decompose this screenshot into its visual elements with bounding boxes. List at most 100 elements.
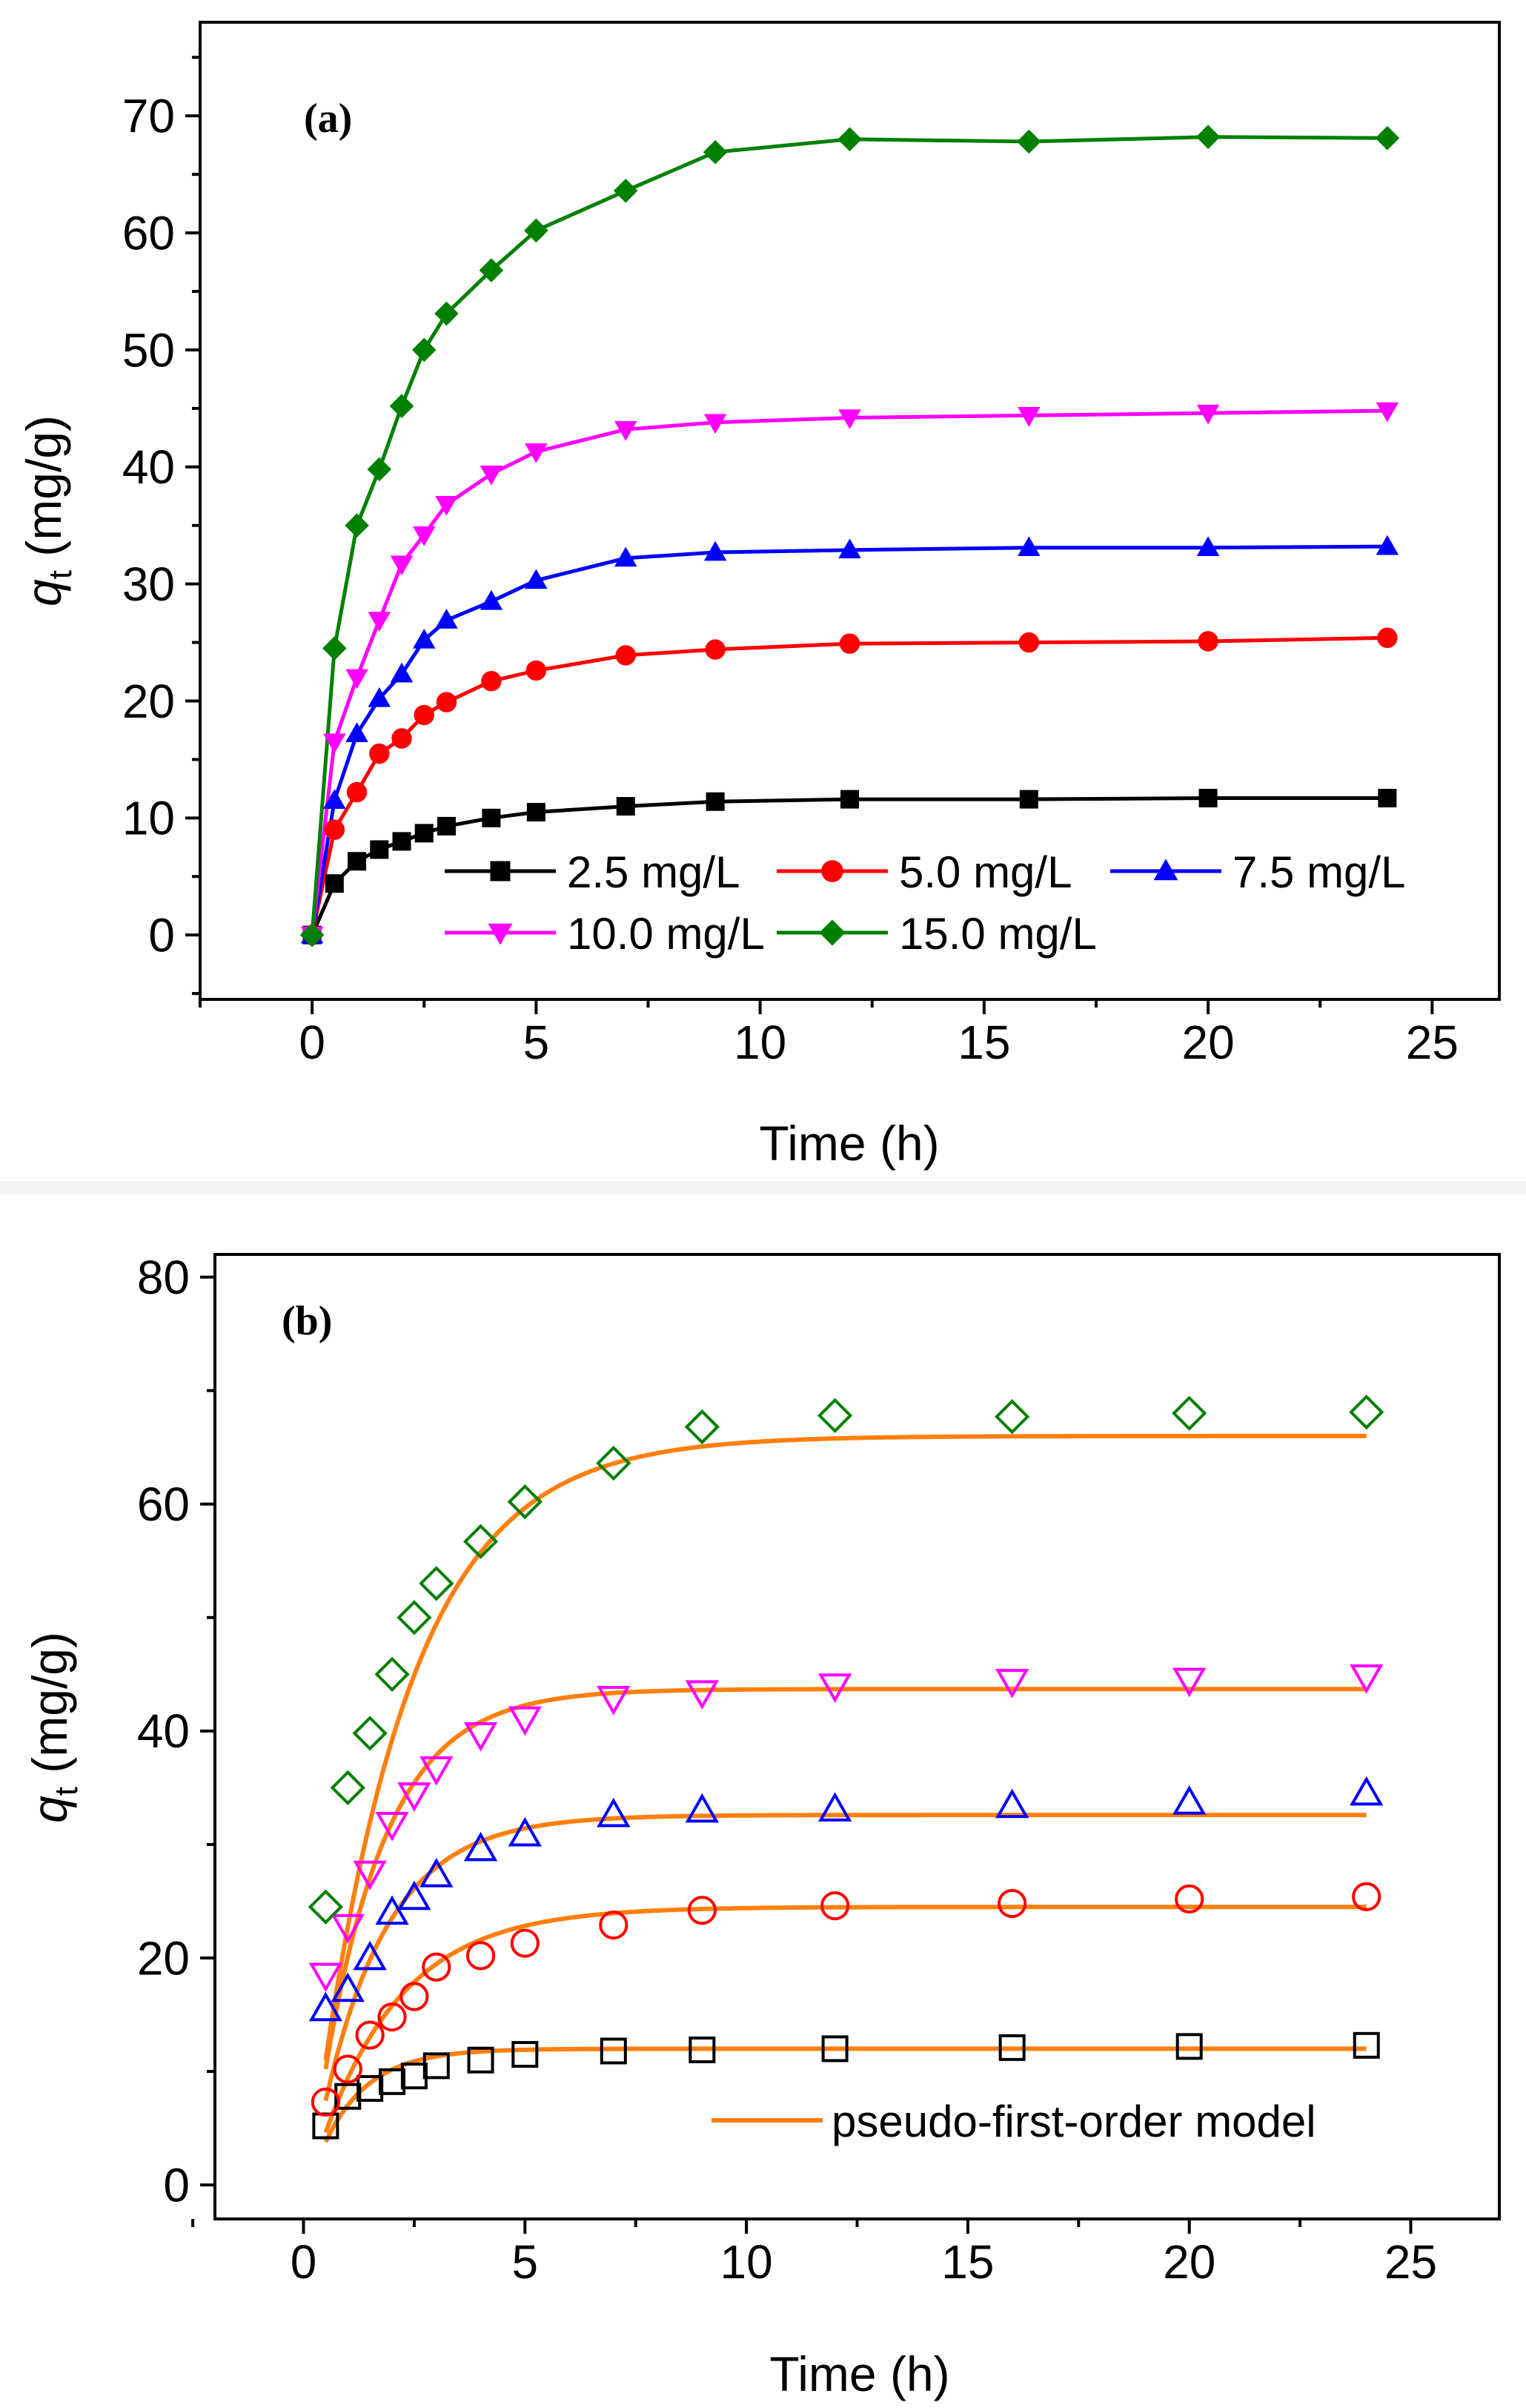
data-point xyxy=(1198,631,1218,652)
data-point xyxy=(689,2036,716,2063)
data-point xyxy=(525,443,548,463)
legend-marker xyxy=(1153,859,1178,881)
y-tick-label: 40 xyxy=(122,440,175,494)
legend-marker xyxy=(821,860,843,882)
y-tick-label: 80 xyxy=(137,1251,190,1304)
x-tick-label: 0 xyxy=(291,2235,317,2289)
data-point xyxy=(412,629,436,649)
legend-label: 2.5 mg/L xyxy=(567,847,740,897)
data-point xyxy=(525,660,547,681)
data-point xyxy=(817,1398,853,1433)
data-point xyxy=(414,704,434,726)
model-curve-5 xyxy=(323,1433,1367,2061)
data-point xyxy=(616,797,635,816)
data-point xyxy=(613,178,638,203)
data-point xyxy=(703,414,727,434)
data-point xyxy=(345,669,368,689)
data-point xyxy=(525,569,548,589)
data-point xyxy=(414,824,434,843)
data-point xyxy=(419,1566,454,1601)
data-point xyxy=(325,874,344,893)
data-point xyxy=(838,409,861,429)
data-point xyxy=(685,1793,719,1823)
data-point xyxy=(597,1686,631,1716)
data-point xyxy=(348,852,367,871)
data-point xyxy=(375,1895,409,1925)
data-point xyxy=(1016,129,1041,154)
data-point xyxy=(400,2063,428,2090)
data-point xyxy=(1198,789,1218,808)
legend-label: 7.5 mg/L xyxy=(1233,847,1405,897)
data-point xyxy=(615,645,636,666)
data-point xyxy=(434,301,459,326)
x-tick-label: 0 xyxy=(299,1016,325,1069)
data-point xyxy=(368,612,391,632)
x-tick-label: 10 xyxy=(734,1016,786,1069)
data-point xyxy=(1172,1395,1207,1431)
data-point xyxy=(703,139,728,165)
data-point xyxy=(479,258,504,282)
data-point xyxy=(422,1952,451,1982)
data-point xyxy=(820,1891,850,1921)
x-tick-label: 15 xyxy=(941,2235,994,2289)
x-tick-label: 20 xyxy=(1181,1016,1234,1069)
data-point xyxy=(998,1888,1027,1919)
data-point xyxy=(1350,1664,1384,1694)
data-point xyxy=(817,1792,852,1822)
y-tick-label: 0 xyxy=(148,909,175,962)
data-point xyxy=(995,1399,1030,1435)
legend-b: pseudo-first-order model xyxy=(711,2097,1316,2146)
data-point xyxy=(399,1982,429,2011)
data-point xyxy=(390,555,414,576)
x-axis-title-b: Time (h) xyxy=(769,2346,949,2401)
data-point xyxy=(508,1816,542,1847)
data-point xyxy=(840,790,859,809)
data-point xyxy=(614,546,637,567)
y-tick-label: 60 xyxy=(137,1478,190,1531)
data-point xyxy=(524,218,548,243)
data-point xyxy=(687,1896,717,1925)
data-point xyxy=(435,609,458,629)
legend-marker xyxy=(490,861,511,882)
data-point xyxy=(331,1914,365,1944)
data-point xyxy=(308,1962,343,1993)
data-point xyxy=(436,692,457,712)
data-point xyxy=(821,2035,849,2063)
data-point xyxy=(353,1860,387,1891)
plot-frame-a xyxy=(199,21,1501,1001)
series-markers-b xyxy=(308,1395,1384,2140)
data-point xyxy=(323,789,346,809)
data-point xyxy=(706,792,725,811)
data-point xyxy=(1352,1882,1381,1911)
data-point xyxy=(352,1716,388,1751)
data-point xyxy=(596,1445,631,1481)
data-point xyxy=(467,2046,494,2074)
data-point xyxy=(422,2052,450,2080)
data-point xyxy=(1175,1884,1204,1914)
y-tick-label: 20 xyxy=(137,1931,190,1985)
data-point xyxy=(1377,627,1398,648)
data-point xyxy=(411,337,437,363)
data-point xyxy=(1196,404,1220,425)
data-point xyxy=(356,2074,384,2102)
data-point xyxy=(462,1524,499,1559)
data-point xyxy=(1375,125,1400,150)
data-point xyxy=(838,538,861,559)
axes-ticks-b: 0 5 10 15 20 25 0 20 40 60 80 xyxy=(137,1251,1437,2289)
data-point xyxy=(507,1484,543,1520)
data-point xyxy=(614,420,637,441)
data-point xyxy=(437,816,456,836)
data-point xyxy=(705,639,726,660)
data-point xyxy=(419,1858,454,1888)
data-point xyxy=(353,1940,387,1971)
data-point xyxy=(299,922,325,947)
data-point xyxy=(389,394,414,419)
legend-label: 5.0 mg/L xyxy=(899,847,1072,897)
x-tick-label: 20 xyxy=(1163,2235,1215,2289)
data-point xyxy=(374,1656,410,1692)
data-point xyxy=(837,127,862,152)
y-tick-label: 30 xyxy=(122,558,175,611)
x-tick-label: 15 xyxy=(958,1016,1010,1069)
y-tick-label: 60 xyxy=(122,207,175,260)
